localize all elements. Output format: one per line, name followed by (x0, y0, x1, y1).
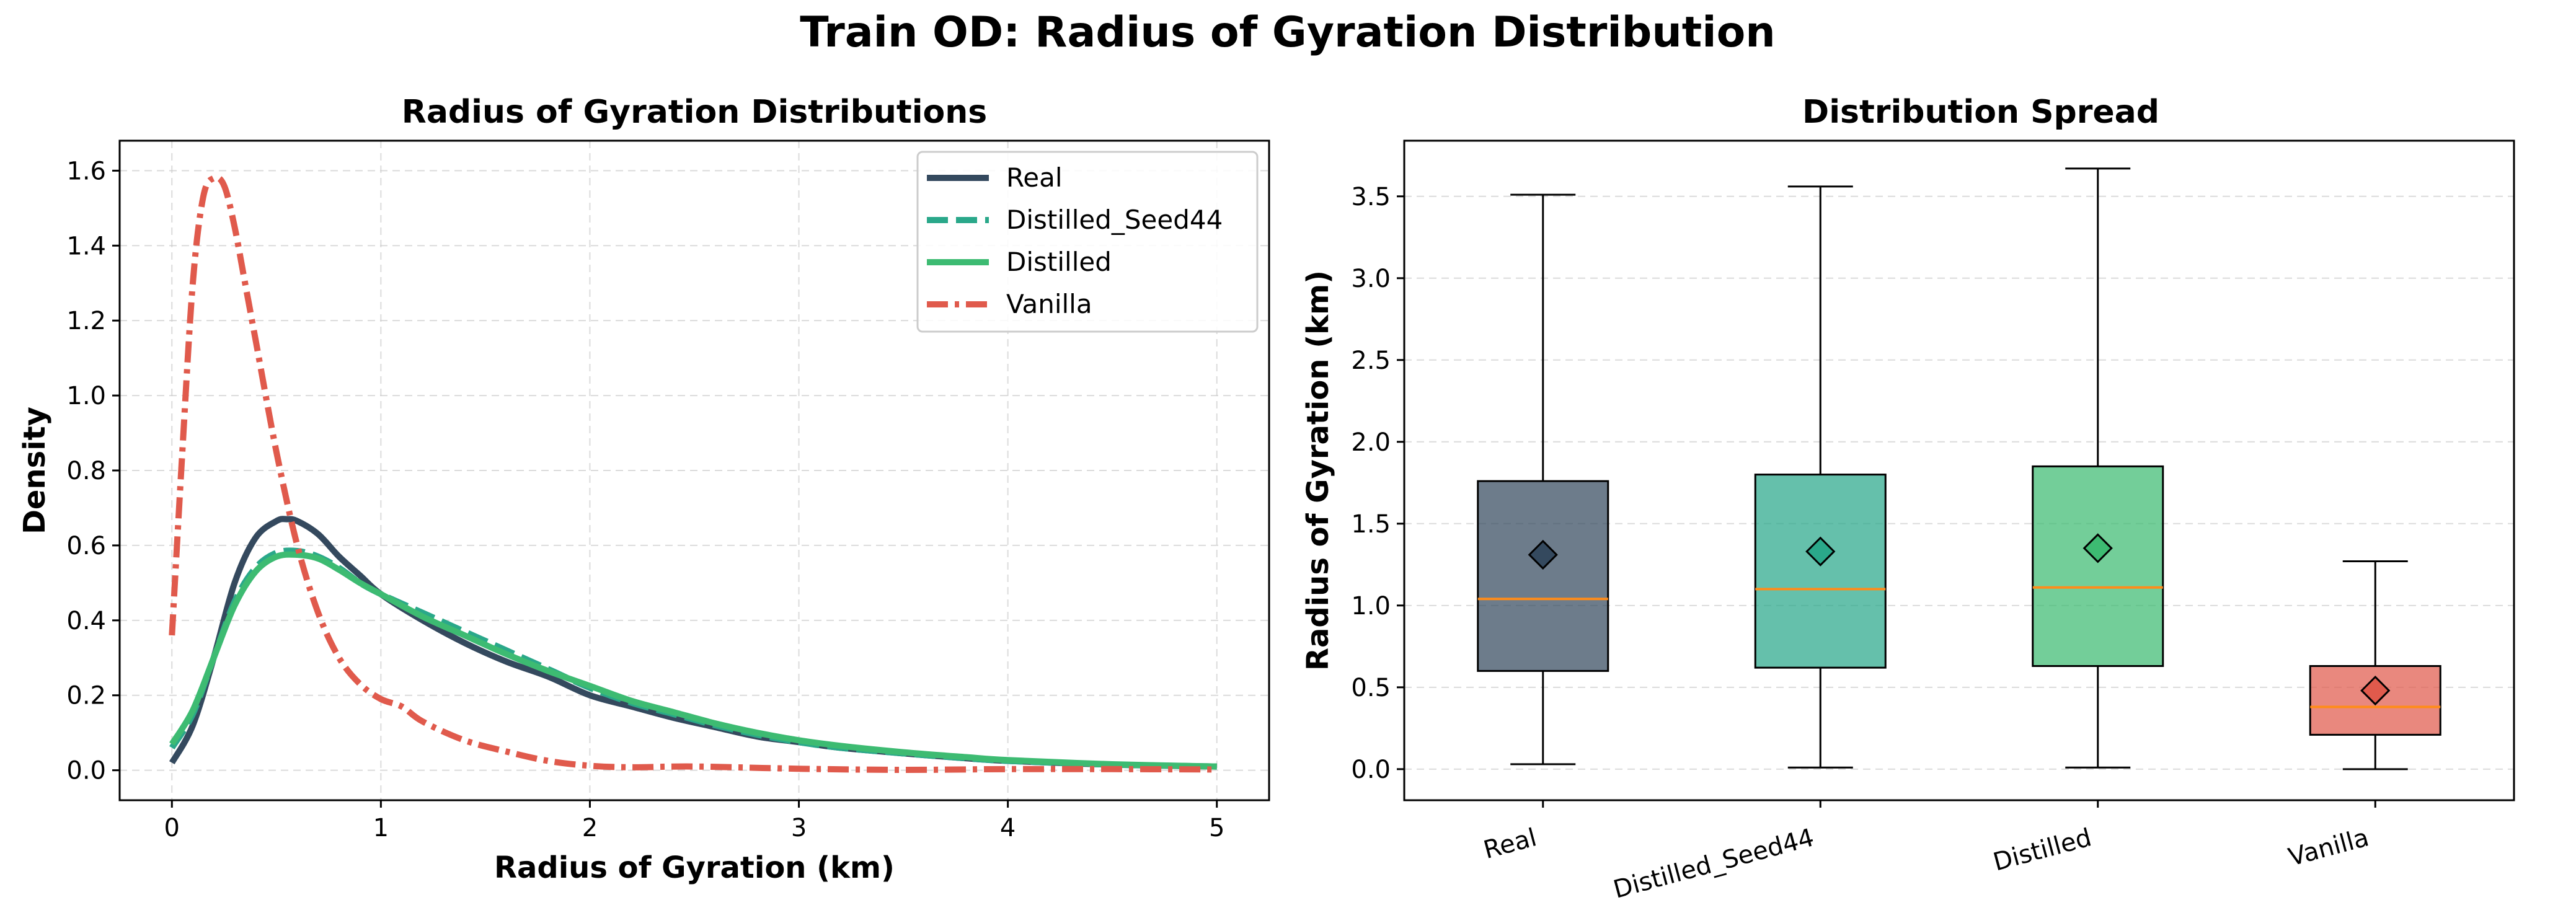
y-tick-label: 1.5 (1351, 510, 1391, 539)
y-tick-label: 1.0 (1351, 592, 1391, 620)
x-tick-label: 2 (582, 814, 598, 842)
density-axis-ticks: 0 1 2 3 4 5 0.0 0.2 0.4 0.6 0.8 1.0 1.2 1.4 1.6 (66, 157, 1224, 842)
density-legend: Real Distilled_Seed44 Distilled Vanilla (916, 151, 1259, 333)
legend-label-vanilla: Vanilla (1006, 289, 1092, 319)
box-group-distilled (2032, 167, 2164, 769)
y-tick-label: 0.2 (66, 682, 106, 710)
density-y-axis-label: Density (17, 407, 52, 534)
y-tick-label: 1.2 (66, 307, 106, 335)
figure-title: Train OD: Radius of Gyration Distributio… (800, 8, 1775, 57)
mean-marker (2360, 675, 2391, 706)
iqr-box (2032, 465, 2164, 668)
boxplot-chart-title: Distribution Spread (1802, 94, 2159, 131)
y-tick-label: 3.5 (1351, 183, 1391, 211)
mean-marker (1528, 539, 1558, 570)
x-tick-label: 3 (791, 814, 807, 842)
y-tick-label: 0.5 (1351, 674, 1391, 702)
y-tick-label: 0.8 (66, 457, 106, 485)
density-chart-title: Radius of Gyration Distributions (402, 94, 987, 131)
y-tick-label: 0.6 (66, 532, 106, 560)
legend-frame (916, 151, 1259, 333)
mean-marker (1805, 536, 1836, 567)
box-group-distilled-seed44 (1754, 185, 1887, 769)
y-tick-label: 0.0 (1351, 756, 1391, 784)
boxplot-y-axis-label: Radius of Gyration (km) (1301, 270, 1335, 671)
y-tick-label: 3.0 (1351, 265, 1391, 293)
density-x-axis-label: Radius of Gyration (km) (494, 850, 895, 885)
y-tick-label: 2.0 (1351, 428, 1391, 457)
series-line-distilled (169, 551, 1217, 770)
y-tick-label: 2.5 (1351, 346, 1391, 375)
y-tick-label: 1.0 (66, 382, 106, 410)
density-series-lines (169, 174, 1217, 774)
iqr-box (1477, 480, 1609, 672)
box-group-vanilla (2309, 560, 2441, 770)
boxplot-boxes (1477, 167, 2441, 770)
iqr-box (1754, 474, 1887, 669)
boxplot-plot-frame (1403, 139, 2515, 801)
x-tick-label: 5 (1209, 814, 1224, 842)
legend-label-real: Real (1006, 162, 1063, 193)
mean-marker (2082, 533, 2113, 563)
x-tick-label: 4 (1000, 814, 1016, 842)
series-line-vanilla (169, 174, 1217, 774)
legend-label-distilled-seed44: Distilled_Seed44 (1006, 205, 1223, 235)
y-tick-label: 1.4 (66, 232, 106, 260)
density-chart: Radius of Gyration Distributions 0 1 2 3 4 50… (17, 94, 1270, 885)
x-tick-label: 1 (373, 814, 389, 842)
y-tick-label: 0.4 (66, 607, 106, 635)
legend-label-distilled: Distilled (1006, 247, 1112, 277)
box-group-real (1477, 193, 1609, 766)
y-tick-label: 0.0 (66, 757, 106, 785)
y-tick-label: 1.6 (66, 157, 106, 185)
x-tick-label: 0 (164, 814, 180, 842)
